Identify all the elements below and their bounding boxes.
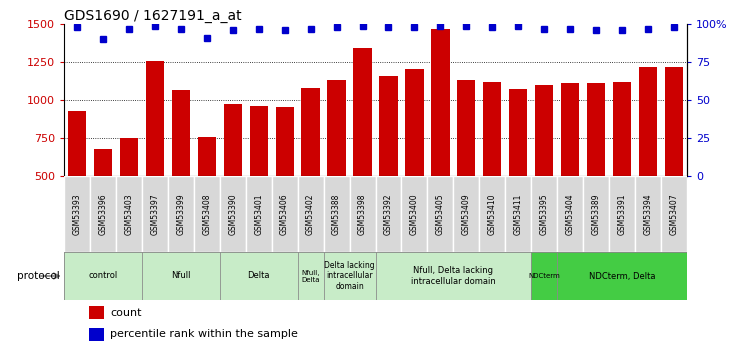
- Text: GSM53392: GSM53392: [384, 193, 393, 235]
- Bar: [224, 104, 242, 252]
- Bar: [167, 176, 194, 252]
- Bar: [584, 176, 609, 252]
- Bar: [609, 176, 635, 252]
- Bar: [532, 252, 557, 300]
- Text: protocol: protocol: [17, 271, 60, 281]
- Bar: [561, 83, 579, 252]
- Bar: [349, 176, 376, 252]
- Bar: [661, 176, 687, 252]
- Bar: [89, 306, 104, 319]
- Text: Nfull, Delta lacking
intracellular domain: Nfull, Delta lacking intracellular domai…: [411, 266, 496, 286]
- Text: GSM53396: GSM53396: [98, 193, 107, 235]
- Text: count: count: [110, 308, 142, 318]
- Bar: [276, 107, 294, 252]
- Bar: [272, 176, 297, 252]
- Bar: [116, 176, 142, 252]
- Bar: [557, 252, 687, 300]
- Text: percentile rank within the sample: percentile rank within the sample: [110, 329, 298, 339]
- Bar: [431, 29, 450, 252]
- Bar: [64, 252, 142, 300]
- Bar: [454, 176, 479, 252]
- Text: GSM53388: GSM53388: [332, 193, 341, 235]
- Text: Nfull,
Delta: Nfull, Delta: [301, 269, 320, 283]
- Bar: [376, 252, 532, 300]
- Bar: [142, 176, 167, 252]
- Bar: [68, 111, 86, 252]
- Bar: [635, 176, 661, 252]
- Bar: [220, 176, 246, 252]
- Text: GSM53402: GSM53402: [306, 193, 315, 235]
- Text: GSM53390: GSM53390: [228, 193, 237, 235]
- Text: GSM53391: GSM53391: [618, 193, 627, 235]
- Bar: [297, 176, 324, 252]
- Text: GSM53393: GSM53393: [72, 193, 81, 235]
- Text: Nfull: Nfull: [171, 272, 191, 280]
- Text: GSM53397: GSM53397: [150, 193, 159, 235]
- Text: GSM53389: GSM53389: [592, 193, 601, 235]
- Bar: [613, 82, 632, 252]
- Bar: [246, 176, 272, 252]
- Text: GSM53405: GSM53405: [436, 193, 445, 235]
- Text: control: control: [88, 272, 117, 280]
- Bar: [90, 176, 116, 252]
- Bar: [94, 149, 112, 252]
- Bar: [297, 252, 324, 300]
- Bar: [427, 176, 454, 252]
- Bar: [220, 252, 297, 300]
- Bar: [376, 176, 402, 252]
- Bar: [198, 137, 216, 252]
- Bar: [587, 83, 605, 252]
- Text: GSM53398: GSM53398: [358, 193, 367, 235]
- Bar: [379, 76, 397, 252]
- Text: GDS1690 / 1627191_a_at: GDS1690 / 1627191_a_at: [64, 9, 242, 23]
- Bar: [639, 67, 657, 252]
- Bar: [505, 176, 532, 252]
- Text: Delta lacking
intracellular
domain: Delta lacking intracellular domain: [324, 261, 375, 291]
- Bar: [249, 106, 267, 252]
- Text: GSM53394: GSM53394: [644, 193, 653, 235]
- Bar: [457, 80, 475, 252]
- Bar: [484, 82, 502, 252]
- Text: NDCterm, Delta: NDCterm, Delta: [589, 272, 656, 280]
- Text: GSM53411: GSM53411: [514, 193, 523, 235]
- Bar: [324, 252, 376, 300]
- Bar: [194, 176, 220, 252]
- Text: GSM53400: GSM53400: [410, 193, 419, 235]
- Text: GSM53406: GSM53406: [280, 193, 289, 235]
- Text: GSM53410: GSM53410: [488, 193, 497, 235]
- Bar: [301, 88, 320, 252]
- Text: GSM53407: GSM53407: [670, 193, 679, 235]
- Bar: [665, 67, 683, 252]
- Bar: [532, 176, 557, 252]
- Text: GSM53403: GSM53403: [124, 193, 133, 235]
- Bar: [479, 176, 505, 252]
- Bar: [119, 138, 138, 252]
- Text: GSM53409: GSM53409: [462, 193, 471, 235]
- Bar: [557, 176, 584, 252]
- Bar: [324, 176, 349, 252]
- Text: GSM53399: GSM53399: [176, 193, 185, 235]
- Bar: [327, 80, 345, 252]
- Text: GSM53401: GSM53401: [254, 193, 263, 235]
- Bar: [535, 85, 553, 252]
- Text: Delta: Delta: [247, 272, 270, 280]
- Bar: [146, 61, 164, 252]
- Text: GSM53395: GSM53395: [540, 193, 549, 235]
- Bar: [402, 176, 427, 252]
- Bar: [509, 89, 527, 252]
- Bar: [406, 69, 424, 252]
- Bar: [354, 48, 372, 252]
- Text: NDCterm: NDCterm: [529, 273, 560, 279]
- Bar: [142, 252, 220, 300]
- Bar: [172, 90, 190, 252]
- Text: GSM53408: GSM53408: [202, 193, 211, 235]
- Bar: [64, 176, 90, 252]
- Bar: [89, 328, 104, 341]
- Text: GSM53404: GSM53404: [566, 193, 575, 235]
